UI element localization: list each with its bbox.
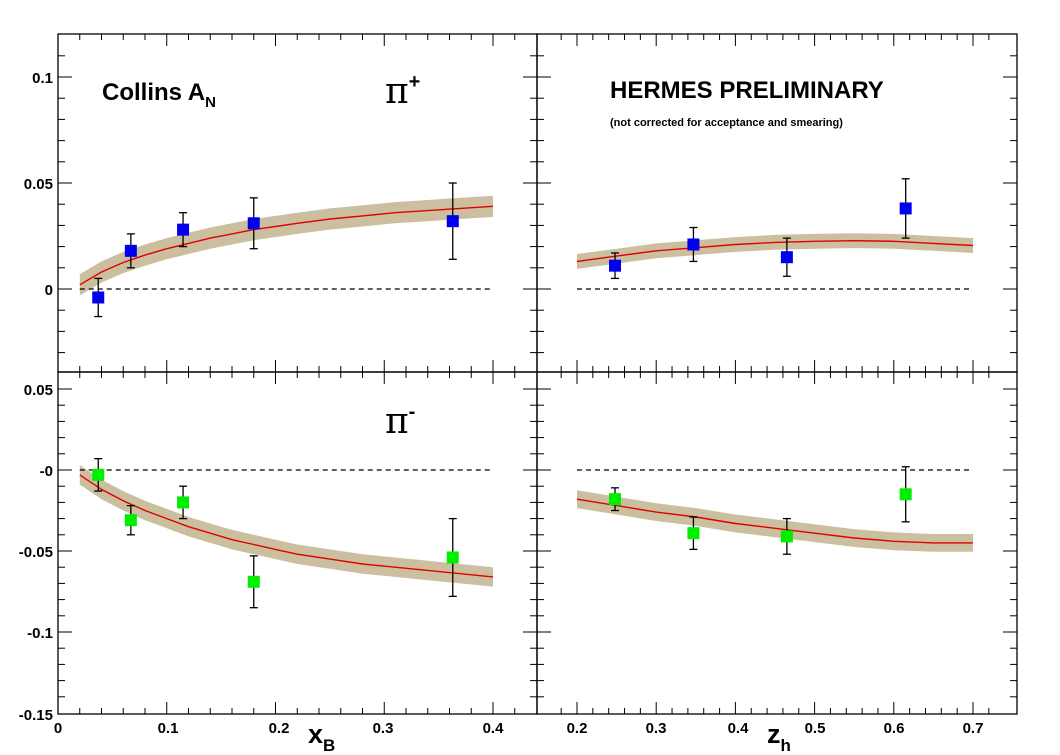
collins-label-main: Collins A <box>102 79 205 106</box>
panel-pi-minus-xb <box>58 372 537 714</box>
x-tick-label-left-0: 0 <box>54 720 62 737</box>
theory-curve <box>79 474 494 578</box>
data-point <box>92 468 105 481</box>
pi-minus-label: π- <box>385 401 415 442</box>
data-point <box>899 202 912 215</box>
x-tick-label-right-2: 0.4 <box>728 720 750 737</box>
collins-label-sub: N <box>205 94 216 111</box>
y-tick-label-bottom-1: -0 <box>40 463 53 480</box>
y-tick-label-top-0: 0.1 <box>32 70 53 87</box>
x-axis-title-right-main: z <box>767 719 781 749</box>
data-point <box>247 575 260 588</box>
x-tick-label-left-1: 0.1 <box>158 720 179 737</box>
data-point <box>687 527 700 540</box>
pi-minus-sign: - <box>409 401 416 423</box>
x-axis-title-left: xB <box>308 719 335 755</box>
panel-pi-plus-xb <box>58 34 537 372</box>
x-axis-title-right-sub: h <box>781 736 791 755</box>
acceptance-note: (not corrected for acceptance and smeari… <box>610 117 843 129</box>
uncertainty-band <box>577 490 973 552</box>
x-tick-label-right-1: 0.3 <box>646 720 667 737</box>
data-point <box>177 496 190 509</box>
x-tick-label-right-5: 0.7 <box>963 720 984 737</box>
y-tick-label-bottom-3: -0.1 <box>27 625 53 642</box>
pi-minus-symbol: π <box>385 401 409 442</box>
data-point <box>609 259 622 272</box>
x-axis-title-left-sub: B <box>323 736 335 755</box>
y-tick-label-top-1: 0.05 <box>24 176 53 193</box>
data-point <box>446 215 459 228</box>
data-point <box>92 291 105 304</box>
data-point <box>247 217 260 230</box>
uncertainty-band <box>577 233 973 269</box>
y-tick-label-bottom-4: -0.15 <box>19 707 53 724</box>
data-point <box>124 514 137 527</box>
collins-label: Collins AN <box>102 79 216 111</box>
y-tick-label-bottom-0: 0.05 <box>24 382 53 399</box>
hermes-preliminary-label: HERMES PRELIMINARY <box>610 77 884 104</box>
panel-frame-bottom-right <box>536 371 1018 715</box>
x-tick-label-right-4: 0.6 <box>884 720 905 737</box>
uncertainty-band <box>79 195 494 296</box>
x-axis-title-left-main: x <box>308 719 323 749</box>
pi-plus-symbol: π <box>385 71 409 112</box>
x-tick-label-right-3: 0.5 <box>805 720 826 737</box>
x-axis-title-right: zh <box>767 719 791 755</box>
theory-curve <box>576 239 974 263</box>
x-tick-label-left-2: 0.2 <box>269 720 290 737</box>
panel-pi-plus-zh <box>537 34 1017 372</box>
data-point <box>780 251 793 264</box>
x-tick-label-left-4: 0.4 <box>483 720 505 737</box>
pi-plus-label: π+ <box>385 71 420 112</box>
y-tick-label-top-2: 0 <box>45 282 53 299</box>
y-tick-label-bottom-2: -0.05 <box>19 544 53 561</box>
data-point <box>780 530 793 543</box>
panel-frame-bottom-left <box>57 371 538 715</box>
data-point <box>124 244 137 257</box>
uncertainty-band <box>79 465 494 587</box>
data-point <box>609 493 622 506</box>
data-point <box>687 238 700 251</box>
pi-plus-sign: + <box>409 71 421 93</box>
data-point <box>899 488 912 501</box>
theory-curve <box>576 498 973 544</box>
panel-pi-minus-zh <box>537 372 1017 714</box>
data-point <box>446 551 459 564</box>
x-tick-label-right-0: 0.2 <box>567 720 588 737</box>
data-point <box>177 223 190 236</box>
x-tick-label-left-3: 0.3 <box>373 720 394 737</box>
